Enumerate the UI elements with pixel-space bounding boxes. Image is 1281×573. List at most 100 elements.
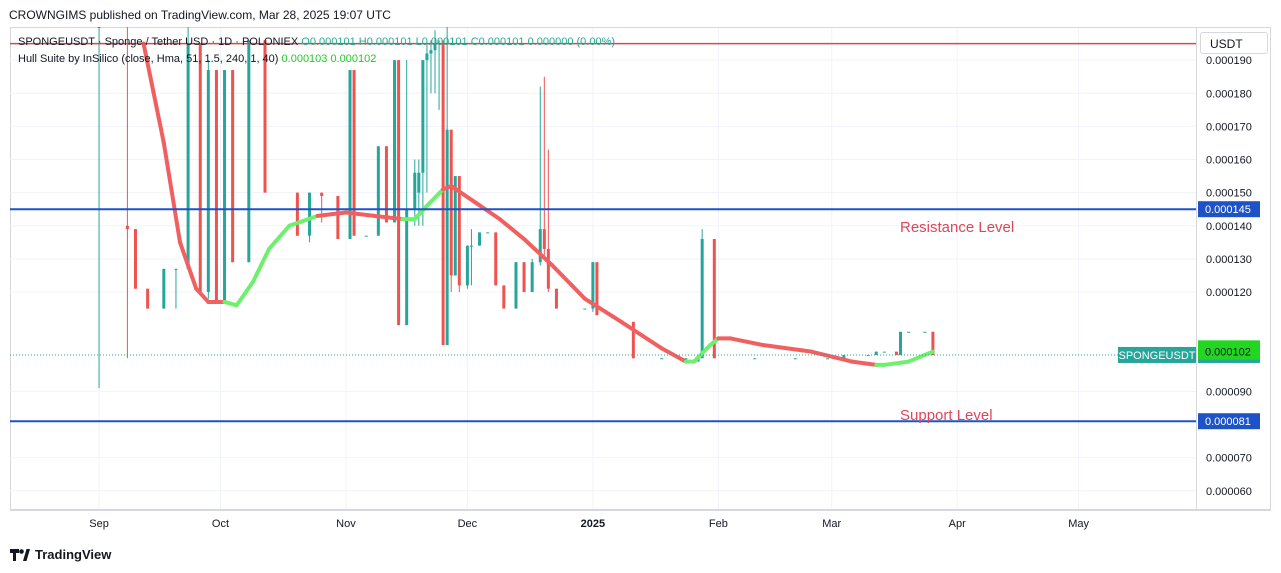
hull-segment bbox=[473, 200, 502, 222]
time-tick-label: Dec bbox=[458, 518, 478, 530]
candle-body bbox=[231, 70, 235, 263]
candle bbox=[214, 70, 218, 302]
candle-body bbox=[336, 195, 340, 240]
hull-segment bbox=[287, 213, 320, 228]
candle bbox=[393, 60, 397, 223]
price-tick-label: 0.000170 bbox=[1206, 121, 1252, 133]
candle-body bbox=[457, 176, 461, 286]
hull-segment bbox=[234, 280, 255, 308]
candle bbox=[502, 285, 506, 309]
symbol-tag-label: SPONGEUSDT bbox=[1118, 350, 1195, 362]
candle bbox=[538, 86, 542, 266]
time-tick-label: Nov bbox=[336, 518, 356, 530]
candle-body bbox=[384, 146, 388, 223]
candle-body bbox=[469, 245, 473, 247]
candle bbox=[923, 331, 927, 333]
hull-segment bbox=[178, 240, 199, 291]
candle-body bbox=[125, 225, 129, 230]
candle-body bbox=[554, 288, 558, 309]
price-tick-label: 0.000180 bbox=[1206, 88, 1252, 100]
candle-body bbox=[502, 285, 506, 309]
resistance-price-label: 0.000145 bbox=[1205, 204, 1251, 216]
candle-body bbox=[530, 262, 534, 293]
candle-body bbox=[899, 331, 903, 355]
chart-pane[interactable] bbox=[10, 27, 1196, 510]
candle-body bbox=[449, 129, 453, 276]
candle bbox=[660, 358, 664, 360]
candle-body bbox=[842, 354, 846, 359]
price-axis[interactable] bbox=[1196, 27, 1271, 510]
candle-body bbox=[546, 248, 550, 289]
time-tick-label: 2025 bbox=[581, 518, 605, 530]
candle bbox=[223, 70, 227, 302]
candle-body bbox=[445, 129, 449, 346]
price-tick-label: 0.000130 bbox=[1206, 254, 1252, 266]
candle-body bbox=[591, 262, 595, 309]
candle-body bbox=[425, 53, 429, 61]
candle bbox=[546, 149, 550, 293]
hull-segment bbox=[161, 140, 183, 245]
candle bbox=[336, 195, 340, 240]
candle-body bbox=[826, 358, 830, 360]
candle-body bbox=[700, 239, 704, 359]
candle-body bbox=[583, 308, 587, 310]
candle-body bbox=[486, 232, 490, 234]
currency-button[interactable]: USDT bbox=[1200, 32, 1268, 54]
candle-body bbox=[907, 331, 911, 333]
candle bbox=[494, 232, 498, 286]
resistance-annotation: Resistance Level bbox=[900, 219, 1014, 236]
candle-body bbox=[97, 27, 101, 29]
candle-body bbox=[433, 43, 437, 51]
price-tick-label: 0.000160 bbox=[1206, 155, 1252, 167]
hull-segment bbox=[222, 299, 239, 308]
candle-body bbox=[186, 43, 190, 269]
candle bbox=[449, 129, 453, 293]
candle-body bbox=[753, 358, 757, 360]
candle bbox=[522, 262, 526, 293]
hull-segment bbox=[849, 359, 879, 367]
candle bbox=[320, 192, 324, 223]
candle bbox=[874, 351, 878, 355]
resistance-price-box bbox=[1198, 201, 1260, 218]
candle bbox=[425, 43, 429, 193]
candle bbox=[441, 40, 445, 346]
hull-layer bbox=[141, 41, 935, 367]
tradingview-logo[interactable]: TradingView bbox=[10, 547, 111, 562]
candle-body bbox=[542, 229, 546, 249]
candle bbox=[700, 229, 704, 359]
candle bbox=[364, 235, 368, 237]
candle bbox=[263, 40, 267, 193]
candle bbox=[486, 232, 490, 234]
candle bbox=[376, 146, 380, 236]
hull-segment bbox=[809, 349, 854, 364]
candle-body bbox=[376, 146, 380, 236]
candle bbox=[397, 60, 401, 326]
candle-body bbox=[247, 40, 251, 263]
indicator-legend[interactable]: Hull Suite by InSilico (close, Hma, 51, … bbox=[18, 53, 376, 65]
candle bbox=[753, 358, 757, 360]
candle bbox=[583, 308, 587, 310]
candle-body bbox=[397, 60, 401, 326]
hull-segment bbox=[497, 217, 527, 242]
candle-body bbox=[198, 43, 202, 293]
symbol-legend[interactable]: SPONGEUSDT · Sponge / Tether USD · 1D · … bbox=[18, 36, 615, 48]
candle bbox=[198, 43, 202, 293]
hull-segment bbox=[412, 203, 429, 222]
hull-down-value-label: 0.000102 bbox=[1205, 347, 1251, 359]
candle bbox=[295, 192, 299, 236]
time-tick-label: May bbox=[1068, 518, 1089, 530]
hull-segment bbox=[728, 336, 765, 348]
candle-body bbox=[413, 172, 417, 210]
candle-body bbox=[393, 60, 397, 223]
time-axis[interactable] bbox=[10, 510, 1271, 538]
candle bbox=[421, 60, 425, 226]
candle-body bbox=[923, 331, 927, 333]
price-tick-label: 0.000120 bbox=[1206, 287, 1252, 299]
candle-body bbox=[348, 70, 352, 240]
hull-segment bbox=[372, 213, 405, 222]
hull-segment bbox=[194, 286, 211, 304]
hull-segment bbox=[315, 210, 348, 218]
candle bbox=[793, 358, 797, 360]
candle bbox=[348, 70, 352, 240]
